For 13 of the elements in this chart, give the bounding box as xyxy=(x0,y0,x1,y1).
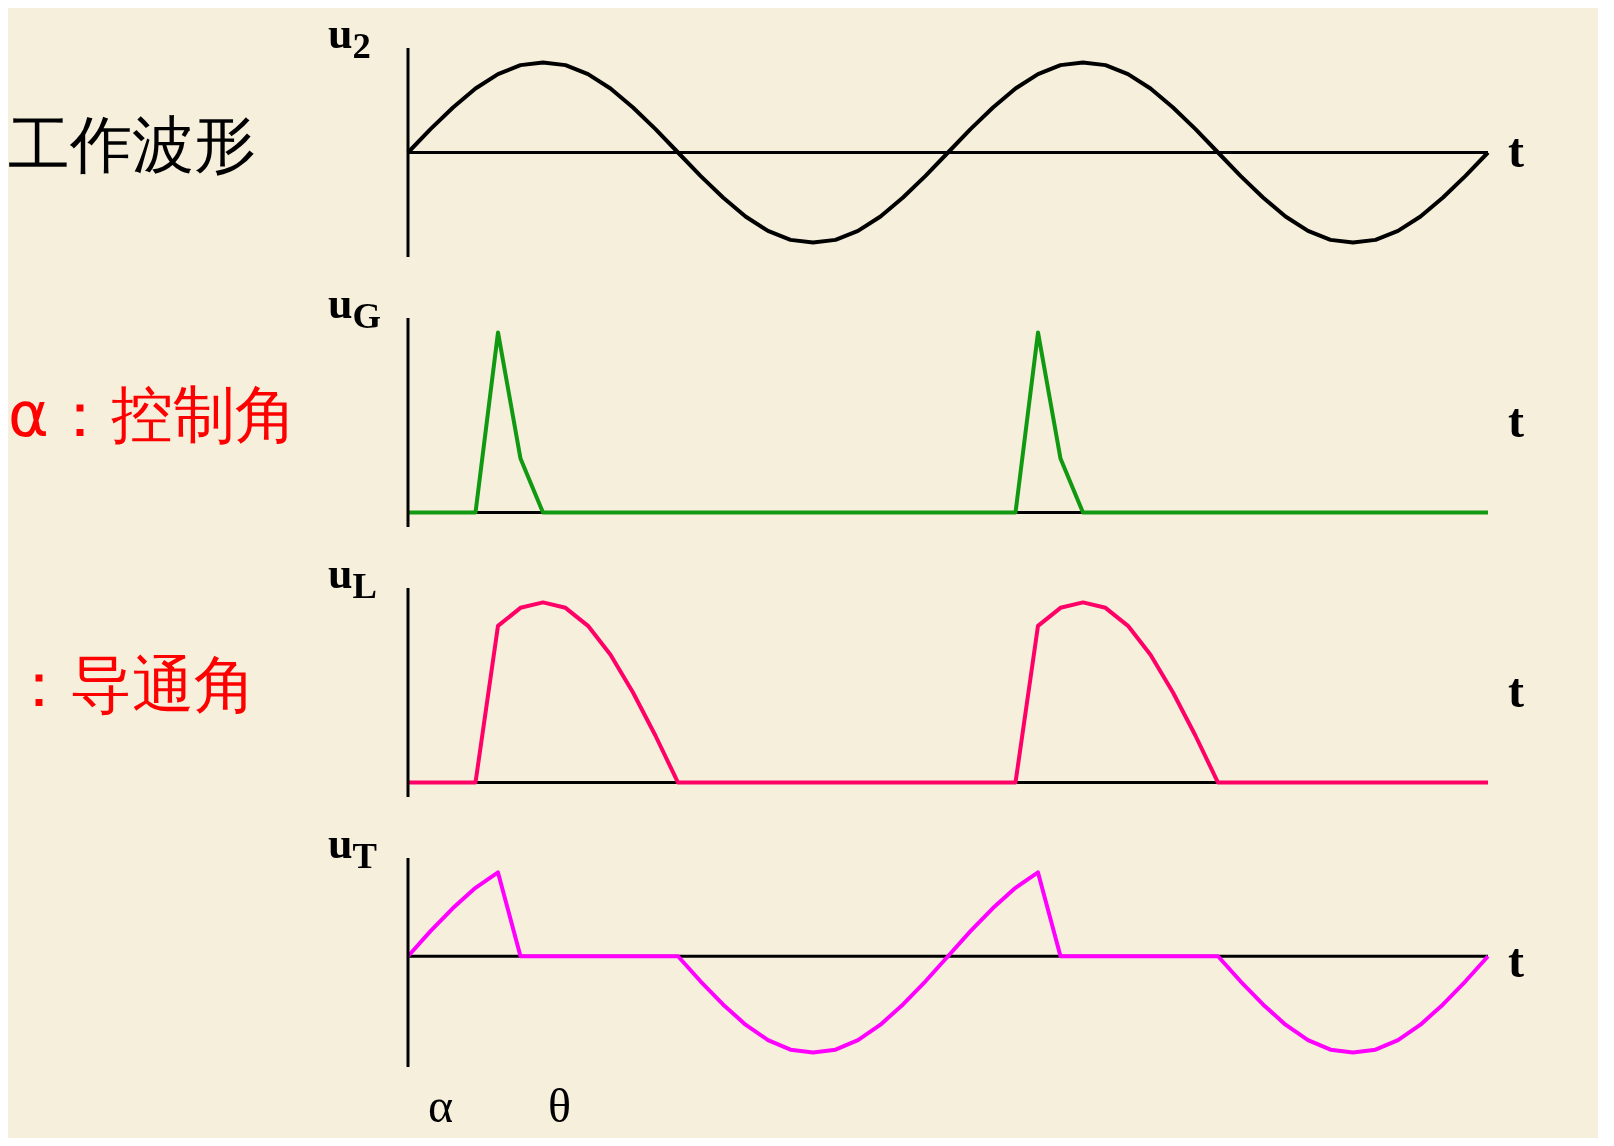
x-axis-title: t xyxy=(1508,123,1524,178)
y-axis-title: u$_{G}$ xyxy=(328,278,381,337)
x-axis-title: t xyxy=(1508,933,1524,988)
text: α xyxy=(428,1078,454,1133)
text: ：导通角 xyxy=(8,647,256,723)
text: 工作波形 xyxy=(8,107,256,183)
text: θ xyxy=(548,1078,571,1133)
text: α：控制角 xyxy=(8,377,297,453)
y-axis-title: u$_{T}$ xyxy=(328,818,377,877)
x-axis-title: t xyxy=(1508,393,1524,448)
y-axis-title: u$_{2}$ xyxy=(328,8,371,67)
y-axis-title: u$_{L}$ xyxy=(328,548,377,607)
x-axis-title: t xyxy=(1508,663,1524,718)
